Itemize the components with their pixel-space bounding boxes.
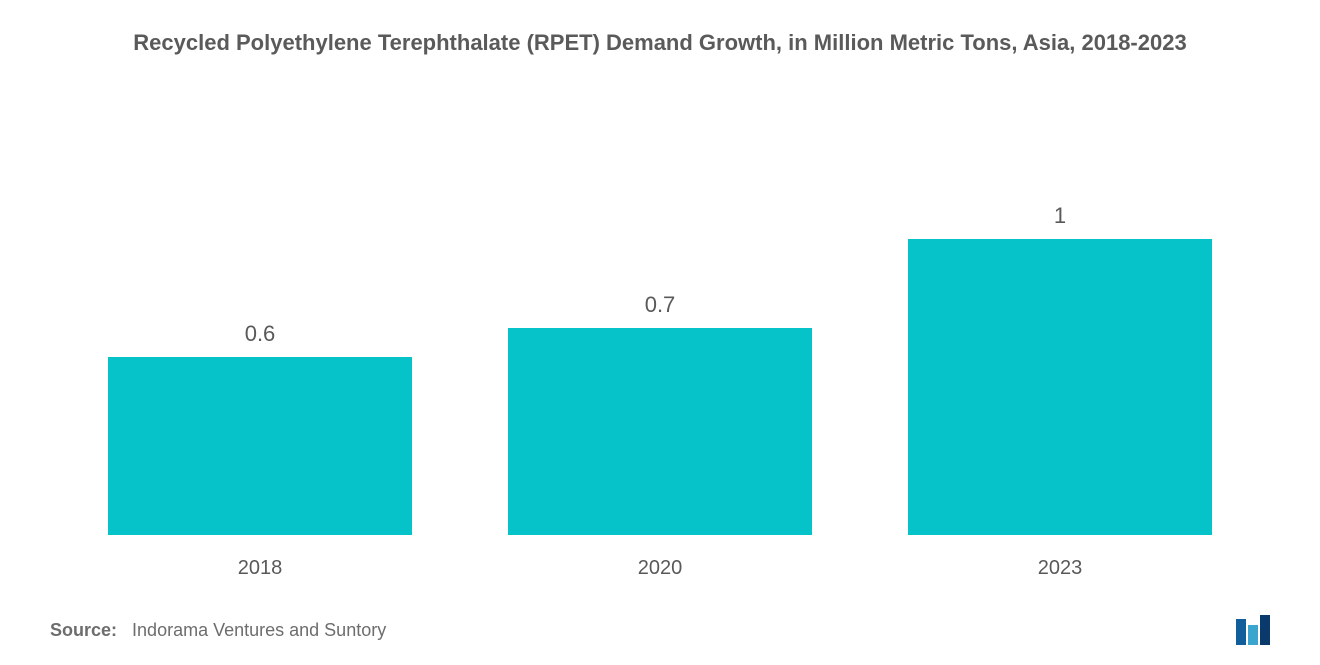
x-label-0: 2018 [60,557,460,580]
x-axis-labels: 2018 2020 2023 [60,557,1260,580]
source-label: Source: [50,620,117,640]
bar-slot-0: 0.6 [60,135,460,535]
x-label-2: 2023 [860,557,1260,580]
logo-bar-2 [1248,625,1258,645]
brand-logo-icon [1236,615,1270,645]
source-row: Source: Indorama Ventures and Suntory [50,615,1270,645]
plot-area: 0.6 0.7 1 [60,135,1260,535]
bar-slot-1: 0.7 [460,135,860,535]
bar-1: 0.7 [508,328,812,535]
bar-label-2: 1 [908,203,1212,229]
bar-label-0: 0.6 [108,321,412,347]
source-text: Source: Indorama Ventures and Suntory [50,620,386,641]
bar-label-1: 0.7 [508,292,812,318]
source-value: Indorama Ventures and Suntory [132,620,386,640]
bar-slot-2: 1 [860,135,1260,535]
logo-bar-1 [1236,619,1246,645]
bar-2: 1 [908,239,1212,535]
logo-bar-3 [1260,615,1270,645]
chart-title: Recycled Polyethylene Terephthalate (RPE… [0,0,1320,58]
bar-0: 0.6 [108,357,412,535]
chart-container: Recycled Polyethylene Terephthalate (RPE… [0,0,1320,665]
x-label-1: 2020 [460,557,860,580]
